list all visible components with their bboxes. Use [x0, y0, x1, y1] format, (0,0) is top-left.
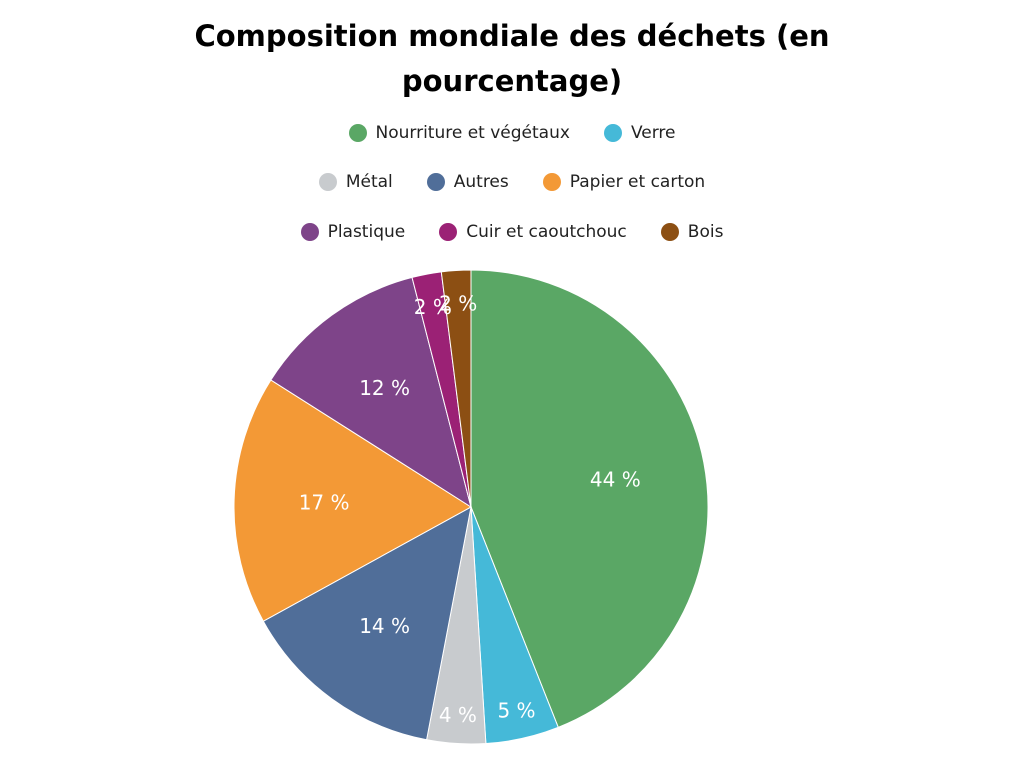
legend-label: Nourriture et végétaux	[375, 123, 570, 143]
legend-swatch	[542, 173, 561, 191]
slice-value-label: 2 %	[439, 292, 477, 316]
legend-label: Bois	[687, 222, 724, 242]
legend-swatch	[439, 223, 458, 241]
legend-row-2: Métal Autres Papier et carton	[0, 172, 1024, 192]
legend-item-cuir-et-caoutchouc: Cuir et caoutchouc	[439, 222, 627, 242]
legend-label: Autres	[453, 172, 509, 192]
legend-item-plastique: Plastique	[300, 222, 406, 242]
legend-item-bois: Bois	[660, 222, 724, 242]
slice-value-label: 12 %	[359, 376, 410, 400]
legend-label: Verre	[630, 123, 676, 143]
legend-label: Papier et carton	[569, 172, 706, 192]
pie-labels: 44 % 5 % 4 % 14 % 17 % 12 % 2 %2 %	[299, 292, 641, 727]
legend-item-autres: Autres	[426, 172, 509, 192]
pie-slices	[233, 269, 709, 745]
pie-slice	[233, 379, 472, 622]
chart-title: Composition mondiale des déchets (en pou…	[0, 14, 1024, 104]
slice-value-label: 4 %	[439, 703, 477, 727]
legend-item-metal: Métal	[318, 172, 393, 192]
pie-slice	[262, 506, 472, 741]
pie-slice	[440, 269, 472, 508]
legend-swatch	[426, 173, 445, 191]
legend-swatch	[300, 223, 319, 241]
legend-swatch	[660, 223, 679, 241]
legend-swatch	[348, 124, 367, 142]
chart-title-line-1: Composition mondiale des déchets (en	[194, 19, 830, 53]
pie-slice	[270, 276, 472, 509]
legend-label: Plastique	[327, 222, 406, 242]
slice-value-label: 14 %	[359, 614, 410, 638]
legend-row-1: Nourriture et végétaux Verre	[0, 123, 1024, 143]
legend-label: Métal	[345, 172, 393, 192]
legend-item-papier-et-carton: Papier et carton	[542, 172, 706, 192]
legend-swatch	[603, 124, 622, 142]
legend-row-3: Plastique Cuir et caoutchouc Bois	[0, 222, 1024, 242]
legend-item-verre: Verre	[603, 123, 676, 143]
legend-swatch	[318, 173, 337, 191]
slice-value-label: 5 %	[497, 699, 535, 723]
slice-value-label: 17 %	[299, 490, 350, 514]
slice-value-label: 44 %	[590, 468, 641, 492]
legend-label: Cuir et caoutchouc	[466, 222, 627, 242]
pie-slice	[470, 269, 709, 729]
slice-value-label: 2 %	[414, 295, 452, 319]
chart-title-line-2: pourcentage)	[401, 64, 623, 98]
legend-item-nourriture-et-vegetaux: Nourriture et végétaux	[348, 123, 570, 143]
